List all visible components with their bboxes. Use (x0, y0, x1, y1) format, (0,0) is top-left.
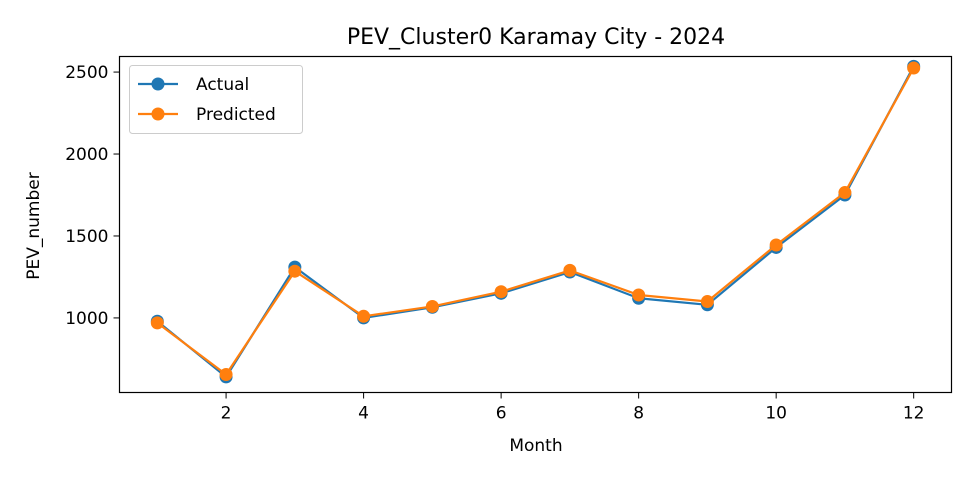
x-tick-label: 2 (221, 404, 232, 424)
data-point-predicted (838, 186, 852, 200)
data-point-predicted (907, 61, 921, 75)
y-axis: 1000 1500 2000 2500 (65, 63, 120, 329)
x-axis: 2 4 6 8 10 12 (221, 392, 925, 424)
legend-item: Predicted (138, 105, 276, 125)
y-tick-label: 1500 (65, 227, 108, 247)
series-layer (150, 59, 921, 384)
legend-label: Predicted (196, 105, 276, 125)
data-point-predicted (494, 285, 508, 299)
data-point-predicted (357, 309, 371, 323)
series-line-actual (156, 65, 915, 379)
x-tick-label: 8 (633, 404, 644, 424)
data-point-predicted (288, 264, 302, 278)
legend-swatch-marker (151, 107, 165, 121)
data-point-predicted (425, 299, 439, 313)
y-axis-label: PEV_number (24, 172, 44, 279)
legend-label: Actual (196, 75, 249, 95)
x-axis-label: Month (509, 436, 562, 456)
x-tick-label: 6 (496, 404, 507, 424)
legend-swatch-marker (151, 77, 165, 91)
x-tick-label: 10 (765, 404, 787, 424)
x-tick-label: 12 (903, 404, 925, 424)
series-line-predicted (156, 67, 915, 376)
data-point-predicted (219, 367, 233, 381)
data-point-predicted (632, 288, 646, 302)
legend-item: Actual (138, 75, 249, 95)
data-point-predicted (769, 238, 783, 252)
plot-area (118, 55, 953, 394)
data-point-predicted (563, 263, 577, 277)
legend: Actual Predicted (129, 65, 303, 134)
x-tick-label: 4 (358, 404, 369, 424)
legend-frame (129, 65, 303, 134)
y-tick-label: 1000 (65, 309, 108, 329)
chart-title: PEV_Cluster0 Karamay City - 2024 (347, 25, 725, 50)
y-tick-label: 2000 (65, 145, 108, 165)
y-tick-label: 2500 (65, 63, 108, 83)
data-point-predicted (700, 295, 714, 309)
data-point-predicted (150, 316, 164, 330)
series-predicted (150, 61, 921, 381)
